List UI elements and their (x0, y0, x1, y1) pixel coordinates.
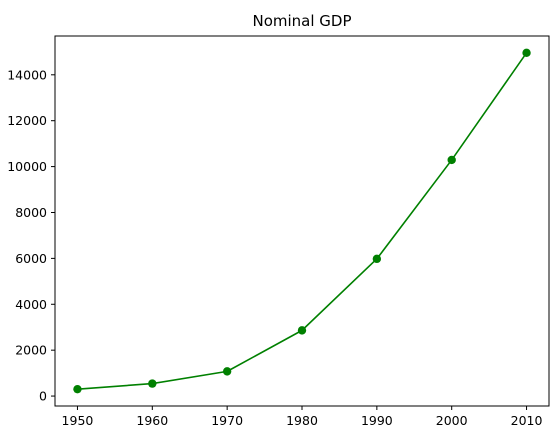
x-axis-ticks: 1950 1960 1970 1980 1990 2000 2010 (62, 406, 543, 428)
y-tick-label: 14000 (7, 67, 47, 82)
chart-title: Nominal GDP (252, 12, 351, 30)
y-tick-label: 10000 (7, 159, 47, 174)
y-tick-label: 2000 (15, 343, 47, 358)
y-tick-label: 8000 (15, 205, 47, 220)
y-tick-label: 0 (39, 389, 47, 404)
data-point (222, 367, 232, 376)
y-tick-label: 4000 (15, 297, 47, 312)
x-tick-label: 1990 (361, 413, 393, 428)
data-point (522, 48, 531, 58)
y-axis-ticks: 0 2000 4000 6000 8000 10000 12000 14000 (7, 67, 55, 404)
data-point (297, 326, 307, 335)
data-point (372, 254, 382, 264)
x-tick-label: 1950 (62, 413, 94, 428)
x-tick-label: 2000 (436, 413, 468, 428)
y-tick-label: 6000 (15, 251, 47, 266)
data-point (148, 379, 157, 388)
x-tick-label: 2010 (511, 413, 543, 428)
data-point (73, 384, 82, 394)
plot-frame (54, 35, 550, 407)
x-tick-label: 1960 (136, 413, 168, 428)
x-tick-label: 1980 (286, 413, 318, 428)
data-point (447, 155, 456, 165)
series-layer (73, 48, 531, 394)
x-tick-label: 1970 (211, 413, 243, 428)
y-tick-label: 12000 (7, 113, 47, 128)
